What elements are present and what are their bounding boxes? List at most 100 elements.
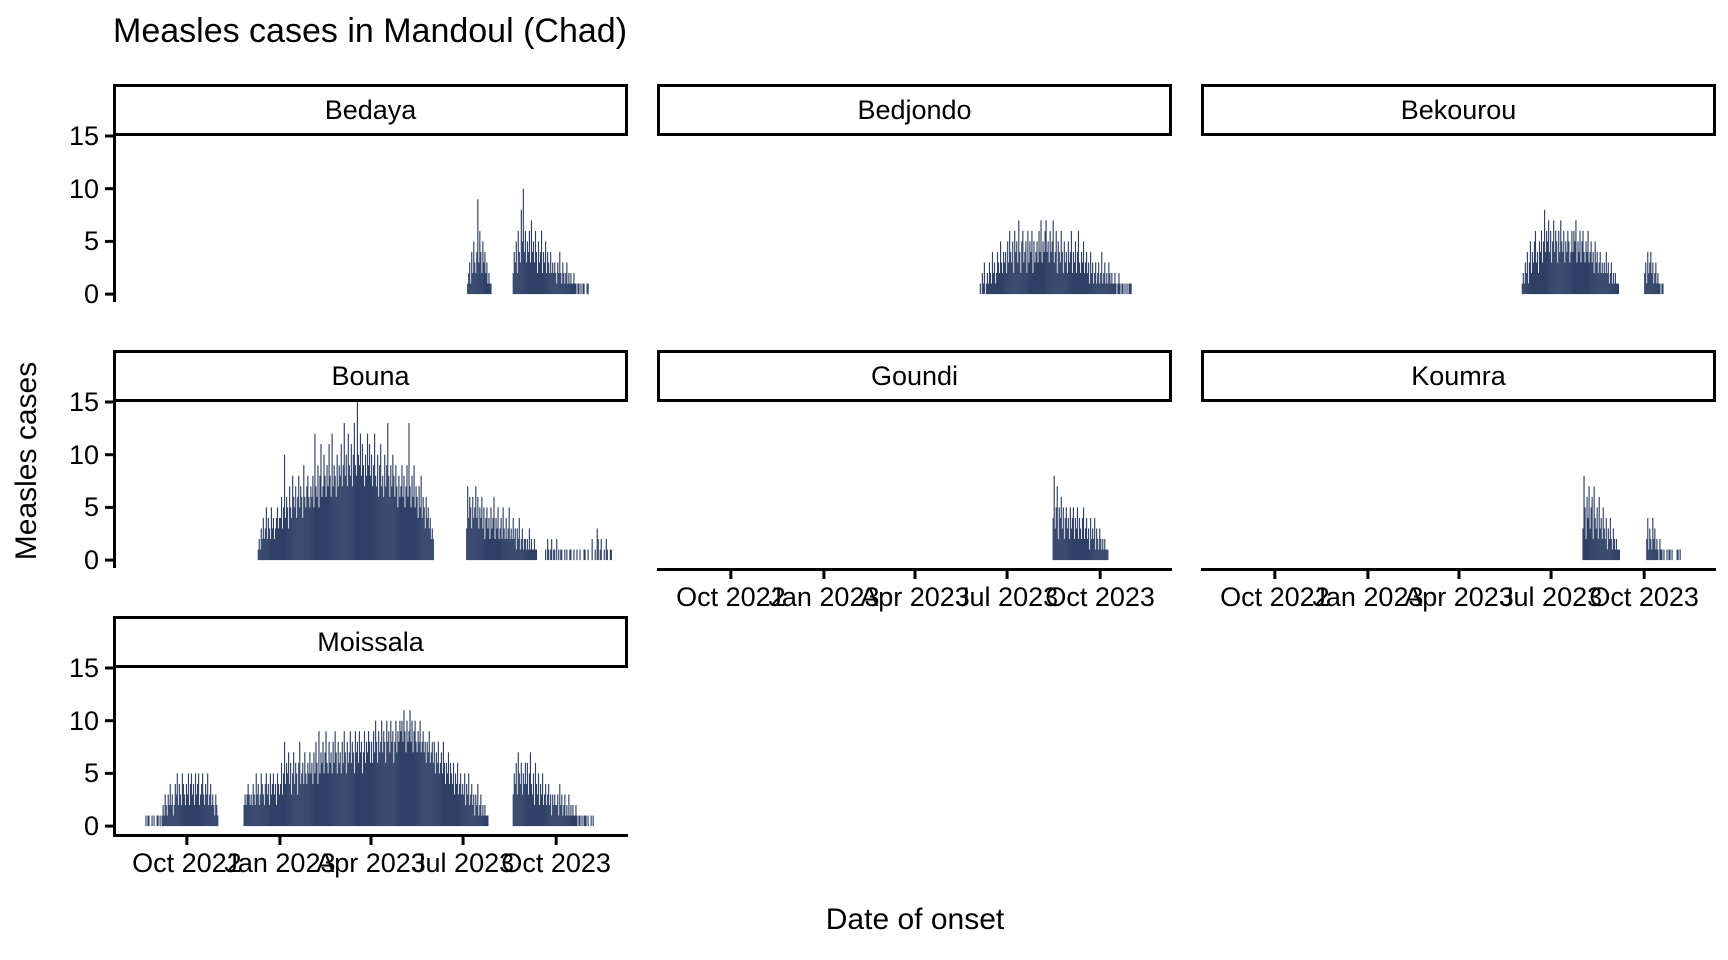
bar <box>275 517 278 561</box>
bar <box>314 773 316 827</box>
bar <box>387 741 389 827</box>
bar <box>1615 283 1617 295</box>
bar <box>1063 241 1065 295</box>
bar <box>288 528 290 561</box>
bar <box>1532 262 1535 295</box>
bar <box>361 773 364 827</box>
bar <box>405 752 407 827</box>
bar <box>1074 241 1077 295</box>
bar <box>1600 517 1602 561</box>
bar <box>550 794 552 827</box>
bar <box>259 549 261 561</box>
bar <box>1090 251 1092 295</box>
bar <box>1076 507 1079 561</box>
bar <box>250 794 252 827</box>
bar <box>360 475 363 561</box>
bar <box>353 423 355 561</box>
bar <box>1649 262 1651 295</box>
bar <box>1080 251 1083 295</box>
bar <box>985 283 987 295</box>
bar <box>549 273 551 295</box>
bar <box>1666 549 1668 561</box>
bar <box>1121 283 1123 295</box>
bar <box>1617 549 1620 561</box>
bar <box>1028 262 1030 295</box>
bar <box>1070 528 1072 561</box>
bar <box>1075 528 1078 561</box>
bar <box>1071 517 1073 561</box>
bar <box>1078 262 1081 295</box>
bar <box>423 752 425 827</box>
bar <box>479 230 481 295</box>
bar <box>512 273 514 295</box>
bar <box>574 283 576 295</box>
x-tick-label: Oct 2023 <box>501 848 611 878</box>
bar <box>1068 262 1070 295</box>
bar <box>1566 251 1568 295</box>
bar <box>279 783 282 827</box>
bar <box>281 794 284 827</box>
bar <box>540 794 543 827</box>
bar <box>172 815 174 827</box>
bar <box>213 805 215 827</box>
bar <box>1610 262 1612 295</box>
bar <box>578 815 580 827</box>
bar <box>1596 251 1598 295</box>
bar <box>1659 283 1661 295</box>
bar <box>281 528 284 561</box>
bar <box>1587 517 1589 561</box>
bar <box>420 475 422 561</box>
bar <box>1608 283 1610 295</box>
bar <box>524 762 526 827</box>
bar <box>414 507 416 561</box>
bar <box>329 762 331 827</box>
bar <box>525 549 527 561</box>
bar <box>425 762 427 827</box>
bar <box>304 752 306 827</box>
bar <box>330 496 332 561</box>
bar <box>545 549 547 561</box>
bar <box>464 773 466 827</box>
bar <box>1651 273 1653 295</box>
bar <box>521 241 523 295</box>
bar <box>1564 262 1566 295</box>
bar <box>417 517 419 561</box>
bar <box>366 752 369 827</box>
bar <box>412 496 414 561</box>
bar <box>570 273 572 295</box>
bar <box>1577 241 1579 295</box>
bar <box>521 794 523 827</box>
bar <box>501 539 503 561</box>
bar <box>472 496 474 561</box>
bar <box>585 815 587 827</box>
bar <box>1061 251 1063 295</box>
bar <box>1662 283 1664 295</box>
bar <box>1597 539 1599 561</box>
facet-title: Bekourou <box>1400 94 1517 125</box>
bar <box>523 783 525 827</box>
bar <box>1528 262 1530 295</box>
bar <box>578 283 580 295</box>
bar <box>1053 475 1055 561</box>
bar <box>364 762 367 827</box>
bar <box>350 444 352 561</box>
bar <box>349 731 351 827</box>
bar <box>395 465 397 561</box>
bar <box>322 741 324 827</box>
bar <box>1538 241 1541 295</box>
bar <box>469 496 471 561</box>
bar <box>474 815 476 827</box>
bar <box>1122 283 1124 295</box>
bar <box>513 251 515 295</box>
bar <box>351 486 353 561</box>
bar <box>995 273 998 295</box>
bar <box>1052 517 1054 561</box>
bar <box>381 486 383 561</box>
x-tick-label: Jul 2023 <box>956 582 1059 612</box>
x-tick-label: Oct 2022 <box>676 582 786 612</box>
bar <box>480 251 482 295</box>
bar <box>1020 273 1022 295</box>
bar <box>1017 262 1019 295</box>
bar <box>1656 539 1658 561</box>
bar <box>477 783 479 827</box>
